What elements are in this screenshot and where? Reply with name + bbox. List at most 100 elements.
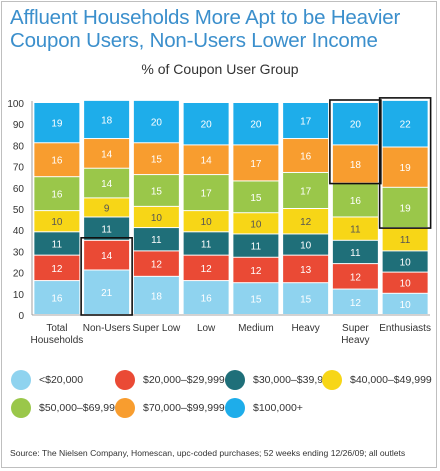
data-label: 10 — [300, 241, 312, 252]
bar-segment — [233, 234, 279, 257]
bar-segment — [332, 183, 378, 217]
data-label: 16 — [201, 294, 213, 305]
x-tick-label: Super — [342, 323, 369, 334]
legend-label: $70,000–$99,999 — [143, 402, 225, 414]
data-label: 10 — [250, 219, 262, 230]
y-tick-label: 30 — [13, 247, 25, 258]
data-label: 16 — [350, 196, 362, 207]
data-label: 12 — [350, 298, 362, 309]
y-tick-label: 100 — [7, 99, 24, 110]
bar-segment — [84, 139, 130, 168]
bar-segment — [34, 103, 80, 143]
data-label: 10 — [201, 217, 213, 228]
bar-segment — [133, 251, 179, 276]
legend-swatch — [322, 370, 342, 390]
data-label: 19 — [400, 163, 412, 174]
x-tick-label: Super Low — [132, 323, 181, 334]
data-label: 15 — [151, 155, 163, 166]
bar-segment — [84, 270, 130, 314]
data-label: 12 — [151, 260, 163, 271]
data-label: 10 — [51, 217, 63, 228]
bar-segment — [233, 283, 279, 314]
data-label: 13 — [300, 265, 312, 276]
data-label: 16 — [51, 156, 63, 167]
chart-subtitle: % of Coupon User Group — [141, 61, 299, 77]
bar-segment — [34, 232, 80, 255]
highlight-box — [329, 99, 382, 185]
data-label: 12 — [350, 272, 362, 283]
x-tick-label: Enthusiasts — [379, 323, 431, 334]
bar-segment — [84, 198, 130, 217]
y-tick-label: 60 — [13, 184, 25, 195]
data-label: 18 — [101, 115, 113, 126]
data-label: 10 — [400, 258, 412, 269]
stacked-bar-chart: 0 10 20 30 40 50 60 70 80 90 100 16 12 11 10 16 16 19 Tota… — [7, 97, 432, 346]
data-label: 15 — [250, 295, 262, 306]
bar-segment — [283, 255, 329, 283]
y-tick-label: 50 — [13, 205, 25, 216]
bar-segment — [133, 175, 179, 206]
bar-segment — [382, 228, 428, 251]
data-label: 11 — [350, 225, 361, 236]
bar-segment — [133, 276, 179, 314]
bar-segment — [233, 145, 279, 181]
bar-segment — [183, 232, 229, 255]
data-label: 10 — [400, 279, 412, 290]
bar-segment — [233, 181, 279, 213]
bar-segment — [332, 264, 378, 289]
data-label: 11 — [151, 235, 162, 246]
data-label: 14 — [101, 179, 113, 190]
data-label: 15 — [250, 193, 262, 204]
bar-segment — [283, 283, 329, 314]
data-label: 17 — [300, 117, 312, 128]
data-label: 11 — [52, 239, 63, 250]
bar-segment — [283, 139, 329, 172]
data-label: 22 — [400, 120, 412, 131]
data-label: 12 — [300, 217, 312, 228]
data-label: 17 — [201, 189, 213, 200]
data-label: 10 — [400, 300, 412, 311]
x-tick-label: Medium — [238, 323, 274, 334]
data-label: 20 — [250, 120, 262, 131]
data-label: 10 — [151, 213, 163, 224]
chart-title-line-2: Coupon Users, Non-Users Lower Income — [10, 29, 378, 52]
data-label: 12 — [250, 266, 262, 277]
bar-segment — [283, 103, 329, 139]
data-label: 16 — [300, 152, 312, 163]
y-tick-label: 70 — [13, 163, 25, 174]
legend-label: $30,000–$39,999 — [253, 374, 335, 386]
y-tick-label: 0 — [18, 311, 24, 322]
legend-label: $20,000–$29,999 — [143, 374, 225, 386]
data-label: 21 — [101, 288, 113, 299]
bar-segment — [34, 281, 80, 314]
bar-segment — [34, 211, 80, 232]
source-note: Source: The Nielsen Company, Homescan, u… — [10, 448, 406, 458]
y-tick-label: 10 — [13, 290, 25, 301]
bar-segment — [332, 289, 378, 314]
data-label: 18 — [151, 291, 163, 302]
bar-segment — [283, 209, 329, 234]
legend-swatch — [225, 370, 245, 390]
legend-swatch — [225, 398, 245, 418]
x-tick-label: Households — [30, 335, 83, 346]
data-label: 17 — [250, 159, 262, 170]
data-label: 15 — [300, 295, 312, 306]
legend-swatch — [115, 398, 135, 418]
legend-label: <$20,000 — [39, 374, 84, 386]
bar-segment — [283, 172, 329, 208]
legend-label: $100,000+ — [253, 402, 303, 414]
x-tick-label: Heavy — [291, 323, 319, 334]
bar-segment — [133, 206, 179, 228]
data-label: 14 — [201, 156, 213, 167]
data-label: 11 — [350, 248, 361, 259]
bar-segment — [133, 143, 179, 175]
data-label: 16 — [51, 190, 63, 201]
bar-segment — [183, 145, 229, 175]
bar-segment — [332, 145, 378, 183]
highlight-box — [378, 97, 432, 229]
y-tick-label: 20 — [13, 269, 25, 280]
highlight-box — [80, 237, 133, 316]
data-label: 11 — [101, 225, 112, 236]
data-label: 19 — [51, 119, 63, 130]
